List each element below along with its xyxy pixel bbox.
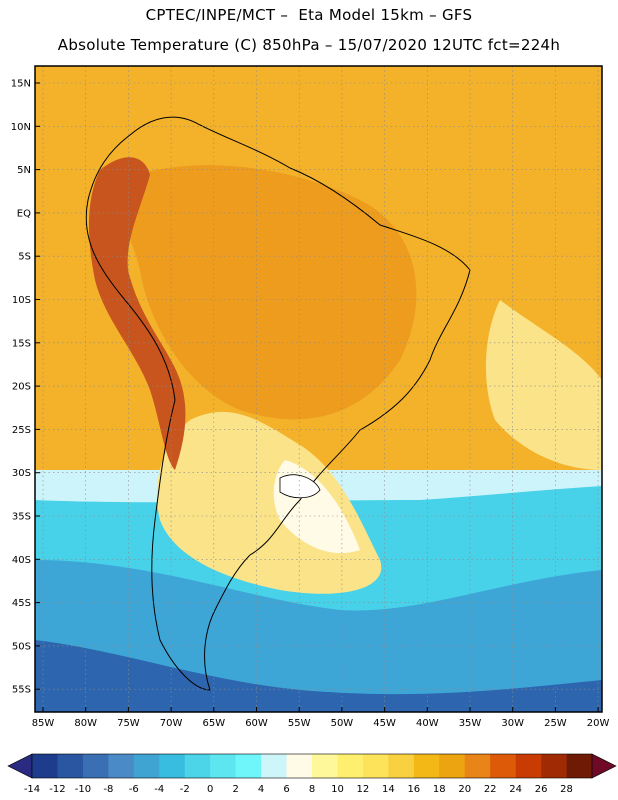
colorbar-swatch [184, 754, 211, 778]
lon-label: 25W [544, 718, 567, 729]
colorbar-swatch [541, 754, 567, 778]
lat-label: 55S [12, 685, 31, 696]
lon-label: 65W [202, 718, 225, 729]
map-field [35, 66, 602, 712]
colorbar-under-arrow [7, 753, 33, 779]
colorbar-swatch [32, 754, 58, 778]
lon-label: 80W [74, 718, 97, 729]
colorbar-swatch [133, 754, 160, 778]
east-mild [485, 300, 602, 470]
colorbar-swatch [108, 754, 135, 778]
colorbar-tick-label: 6 [283, 784, 289, 795]
colorbar-swatch [362, 754, 389, 778]
lon-label: 45W [373, 718, 396, 729]
lon-label: 50W [331, 718, 354, 729]
map-frame [34, 65, 603, 713]
colorbar-swatch [261, 754, 287, 778]
colorbar-tick-label: -2 [180, 784, 190, 795]
lat-label: 45S [12, 598, 31, 609]
colorbar-tick-label: -12 [49, 784, 65, 795]
colorbar-tick-label: 24 [509, 784, 522, 795]
lon-label: 60W [245, 718, 268, 729]
colorbar-tick-label: -4 [154, 784, 164, 795]
colorbar-swatch [159, 754, 186, 778]
lat-label: 15N [11, 79, 31, 90]
lat-label: 20S [12, 382, 31, 393]
colorbar-swatch [515, 754, 542, 778]
colorbar-tick-label: 16 [407, 784, 420, 795]
map-title: CPTEC/INPE/MCT – Eta Model 15km – GFS [145, 6, 473, 24]
lon-label: 30W [501, 718, 524, 729]
colorbar-tick-label: 20 [458, 784, 471, 795]
lat-label: 30S [12, 468, 31, 479]
colorbar: -14 -12 -10 -8 -6 -4 -2 0 2 4 6 8 10 12 14 16 18 20 22 24 26… [7, 753, 617, 795]
lat-label: EQ [17, 208, 31, 219]
lon-label: 70W [160, 718, 183, 729]
lon-label: 40W [416, 718, 439, 729]
longitude-labels: 85W 80W 75W 70W 65W 60W 55W 50W 45W 40W 35W 30W 25W 2… [32, 707, 610, 729]
colorbar-tick-label: 14 [382, 784, 395, 795]
band-coldest [35, 640, 602, 712]
lagoa-dos-patos [279, 474, 321, 499]
colorbar-swatch [286, 754, 313, 778]
colorbar-over-arrow [591, 753, 617, 779]
lon-label: 85W [32, 718, 55, 729]
lat-label: 5N [17, 165, 31, 176]
lat-label: 10S [12, 295, 31, 306]
andes-hot [88, 157, 186, 470]
colorbar-swatch [439, 754, 466, 778]
colorbar-swatch [388, 754, 415, 778]
lat-lon-grid [35, 66, 602, 712]
colorbar-swatch [210, 754, 236, 778]
lat-label: 50S [12, 641, 31, 652]
colorbar-tick-label: -8 [103, 784, 113, 795]
colorbar-swatch [566, 754, 593, 778]
colorbar-swatch [312, 754, 338, 778]
lat-label: 5S [18, 252, 31, 263]
colorbar-tick-label: 12 [357, 784, 370, 795]
lat-label: 10N [11, 122, 31, 133]
colorbar-swatch [413, 754, 440, 778]
colorbar-swatch [490, 754, 516, 778]
colorbar-tick-label: -10 [75, 784, 91, 795]
colorbar-tick-label: 8 [309, 784, 315, 795]
colorbar-tick-label: -14 [24, 784, 40, 795]
colorbar-border [31, 753, 593, 779]
colorbar-tick-label: 22 [484, 784, 497, 795]
colorbar-tick-label: 0 [207, 784, 213, 795]
colorbar-swatch [57, 754, 84, 778]
lon-label: 55W [288, 718, 311, 729]
lat-label: 15S [12, 338, 31, 349]
lon-label: 75W [117, 718, 140, 729]
colorbar-tick-label: 28 [560, 784, 573, 795]
lon-label: 20W [587, 718, 610, 729]
colorbar-tick-label: 26 [535, 784, 548, 795]
lat-label: 25S [12, 425, 31, 436]
colorbar-tick-label: 2 [232, 784, 238, 795]
colorbar-tick-label: 4 [258, 784, 264, 795]
latitude-labels: 15N 10N 5N EQ 5S 10S 15S 20S 25S 30S 35S 40S 45S 50S 5… [11, 79, 40, 696]
colorbar-swatch [337, 754, 364, 778]
colorbar-swatch [82, 754, 109, 778]
colorbar-swatch [235, 754, 262, 778]
lat-label: 35S [12, 512, 31, 523]
colorbar-tick-label: 18 [433, 784, 446, 795]
continent-outline [85, 116, 471, 691]
lon-label: 35W [459, 718, 482, 729]
map-subtitle: Absolute Temperature (C) 850hPa – 15/07/… [57, 36, 561, 54]
colorbar-tick-label: -6 [129, 784, 139, 795]
lat-label: 40S [12, 555, 31, 566]
colorbar-tick-label: 10 [331, 784, 344, 795]
colorbar-swatch [464, 754, 491, 778]
